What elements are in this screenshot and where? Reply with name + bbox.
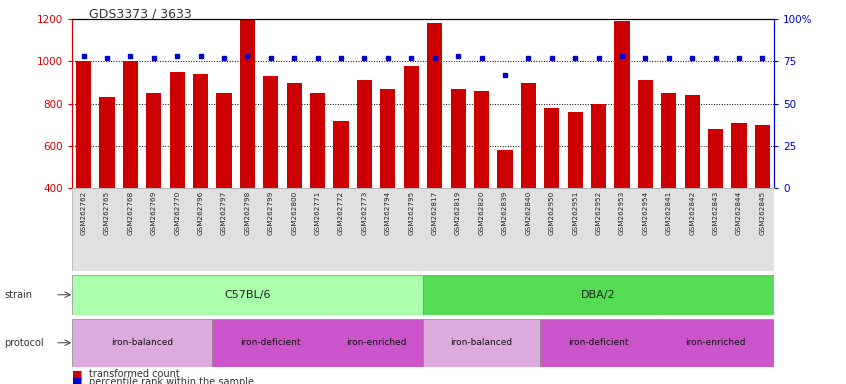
Text: GSM262771: GSM262771 xyxy=(315,190,321,235)
Text: C57BL/6: C57BL/6 xyxy=(224,290,271,300)
Text: GSM262844: GSM262844 xyxy=(736,190,742,235)
Bar xyxy=(310,93,325,273)
Bar xyxy=(240,19,255,273)
Bar xyxy=(263,76,278,273)
Text: GSM262842: GSM262842 xyxy=(689,190,695,235)
Text: GSM262843: GSM262843 xyxy=(712,190,718,235)
Text: GSM262799: GSM262799 xyxy=(268,190,274,235)
Text: GSM262840: GSM262840 xyxy=(525,190,531,235)
Bar xyxy=(591,104,606,273)
Bar xyxy=(474,91,489,273)
Bar xyxy=(657,319,774,367)
Text: GSM262841: GSM262841 xyxy=(666,190,672,235)
Bar xyxy=(423,319,540,367)
Text: GSM262798: GSM262798 xyxy=(244,190,250,235)
Bar xyxy=(638,81,653,273)
Text: GSM262770: GSM262770 xyxy=(174,190,180,235)
Bar xyxy=(381,89,395,273)
Bar xyxy=(123,61,138,273)
Text: GSM262768: GSM262768 xyxy=(128,190,134,235)
Bar xyxy=(684,95,700,273)
Text: GSM262820: GSM262820 xyxy=(479,190,485,235)
Text: GSM262950: GSM262950 xyxy=(549,190,555,235)
Bar xyxy=(540,319,657,367)
Text: percentile rank within the sample: percentile rank within the sample xyxy=(89,377,254,384)
Text: iron-deficient: iron-deficient xyxy=(569,338,629,347)
Bar xyxy=(76,61,91,273)
Bar xyxy=(544,108,559,273)
Bar xyxy=(287,83,302,273)
Bar xyxy=(732,123,746,273)
Text: ■: ■ xyxy=(72,377,82,384)
Bar xyxy=(404,66,419,273)
Text: iron-balanced: iron-balanced xyxy=(111,338,173,347)
Text: GSM262797: GSM262797 xyxy=(221,190,227,235)
Bar xyxy=(568,112,583,273)
Bar xyxy=(423,275,774,315)
Bar xyxy=(217,93,232,273)
Text: iron-enriched: iron-enriched xyxy=(346,338,406,347)
Bar xyxy=(427,23,442,273)
Bar xyxy=(146,93,162,273)
Text: GSM262800: GSM262800 xyxy=(291,190,297,235)
Text: GSM262953: GSM262953 xyxy=(619,190,625,235)
Text: iron-enriched: iron-enriched xyxy=(685,338,746,347)
Text: GSM262769: GSM262769 xyxy=(151,190,157,235)
Text: ■: ■ xyxy=(72,369,82,379)
Bar xyxy=(357,81,372,273)
Bar xyxy=(662,93,676,273)
Text: GSM262819: GSM262819 xyxy=(455,190,461,235)
Text: GSM262762: GSM262762 xyxy=(80,190,86,235)
Text: GSM262952: GSM262952 xyxy=(596,190,602,235)
Text: GSM262796: GSM262796 xyxy=(198,190,204,235)
Text: GSM262845: GSM262845 xyxy=(760,190,766,235)
Bar xyxy=(755,125,770,273)
Bar xyxy=(170,72,184,273)
Bar xyxy=(614,22,629,273)
Text: GSM262951: GSM262951 xyxy=(572,190,578,235)
Text: GSM262954: GSM262954 xyxy=(642,190,648,235)
Bar xyxy=(100,98,114,273)
Text: GSM262794: GSM262794 xyxy=(385,190,391,235)
Text: protocol: protocol xyxy=(4,338,44,348)
Text: iron-deficient: iron-deficient xyxy=(240,338,301,347)
Bar xyxy=(333,121,349,273)
Text: GDS3373 / 3633: GDS3373 / 3633 xyxy=(89,8,191,21)
Bar xyxy=(329,319,423,367)
Text: GSM262765: GSM262765 xyxy=(104,190,110,235)
Bar xyxy=(72,188,774,271)
Bar xyxy=(521,83,536,273)
Text: GSM262795: GSM262795 xyxy=(409,190,415,235)
Text: strain: strain xyxy=(4,290,32,300)
Bar xyxy=(497,150,513,273)
Text: iron-balanced: iron-balanced xyxy=(450,338,513,347)
Text: DBA/2: DBA/2 xyxy=(581,290,616,300)
Bar xyxy=(212,319,329,367)
Bar xyxy=(451,89,465,273)
Text: transformed count: transformed count xyxy=(89,369,179,379)
Bar xyxy=(72,275,423,315)
Bar xyxy=(72,319,212,367)
Bar xyxy=(193,74,208,273)
Bar xyxy=(708,129,723,273)
Text: GSM262839: GSM262839 xyxy=(502,190,508,235)
Text: GSM262772: GSM262772 xyxy=(338,190,344,235)
Text: GSM262773: GSM262773 xyxy=(361,190,367,235)
Text: GSM262817: GSM262817 xyxy=(431,190,437,235)
